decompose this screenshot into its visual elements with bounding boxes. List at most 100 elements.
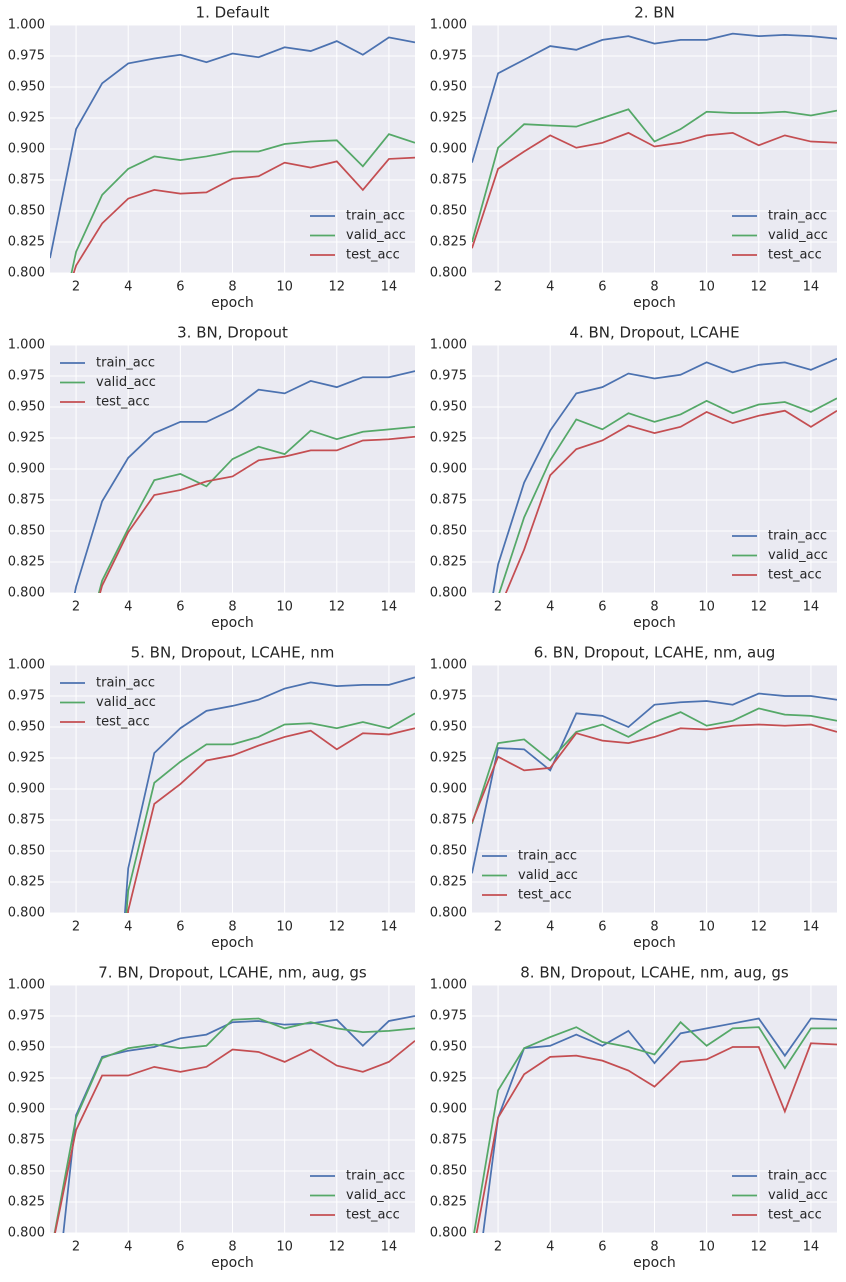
y-tick-label: 0.850 [8,1164,45,1179]
series-line [472,32,837,163]
legend: train_acc valid_acc test_acc [732,1169,828,1223]
x-axis-label: epoch [211,1255,254,1271]
chart-title: 6. BN, Dropout, LCAHE, nm, aug [534,644,776,662]
plot-lines [473,1017,837,1233]
x-tick-label: 4 [546,920,554,935]
y-tick-label: 0.875 [430,1133,467,1148]
y-tick-label: 0.825 [8,875,45,890]
legend: train_acc valid_acc test_acc [310,209,406,263]
x-tick-label: 12 [329,280,346,295]
x-tick-label: 2 [494,920,502,935]
x-tick-label: 2 [72,1240,80,1255]
x-tick-label: 10 [276,920,293,935]
y-tick-label: 1.000 [8,978,45,993]
y-tick-label: 0.850 [8,844,45,859]
x-tick-label: 6 [176,600,184,615]
y-tick-label: 0.975 [8,1009,45,1024]
subplot: 0.800 0.825 0.850 0.875 0.900 0.925 0.950 0.975… [8,644,415,951]
legend-label: valid_acc [96,375,156,390]
legend-label: test_acc [96,715,150,730]
x-tick-label: 2 [72,600,80,615]
x-tick-label: 8 [650,280,658,295]
x-tick-label: 6 [598,600,606,615]
y-tick-label: 0.825 [430,1195,467,1210]
x-tick-label: 2 [72,920,80,935]
y-tick-label: 0.925 [430,431,467,446]
chart-title: 5. BN, Dropout, LCAHE, nm [131,644,335,662]
y-tick-label: 0.825 [430,555,467,570]
x-tick-label: 12 [751,1240,768,1255]
x-tick-label: 8 [228,920,236,935]
y-tick-label: 0.900 [430,462,467,477]
y-tick-label: 0.975 [430,1009,467,1024]
x-tick-label: 14 [381,1240,398,1255]
y-tick-label: 0.975 [8,369,45,384]
y-tick-label: 0.825 [8,1195,45,1210]
x-tick-label: 14 [381,920,398,935]
y-tick-label: 0.925 [430,751,467,766]
series-line [498,397,837,593]
x-tick-label: 10 [276,1240,293,1255]
legend-label: test_acc [768,568,822,583]
series-line [124,676,415,913]
x-tick-label: 2 [72,280,80,295]
y-tick-label: 0.900 [430,1102,467,1117]
series-line [73,370,415,593]
x-tick-label: 6 [598,920,606,935]
y-tick-label: 0.900 [430,782,467,797]
legend-label: test_acc [346,1208,400,1223]
y-tick-label: 0.800 [430,586,467,601]
x-tick-label: 8 [228,1240,236,1255]
legend-label: test_acc [518,888,572,903]
plot-lines [492,357,837,593]
series-line [492,357,837,593]
legend-label: train_acc [96,676,155,691]
chart-title: 8. BN, Dropout, LCAHE, nm, aug, gs [520,964,789,982]
series-line [72,156,415,273]
x-tick-label: 12 [329,600,346,615]
x-tick-label: 14 [381,600,398,615]
legend: train_acc valid_acc test_acc [60,676,156,730]
x-tick-label: 14 [803,600,820,615]
x-tick-label: 10 [276,280,293,295]
series-line [125,712,415,913]
legend-label: train_acc [346,1169,405,1184]
y-tick-label: 0.900 [8,1102,45,1117]
subplot: 0.800 0.825 0.850 0.875 0.900 0.925 0.950 0.975… [430,964,837,1271]
x-tick-label: 6 [176,1240,184,1255]
y-tick-label: 0.950 [430,1040,467,1055]
x-tick-label: 12 [329,920,346,935]
series-line [472,108,837,243]
y-tick-label: 0.825 [430,875,467,890]
y-tick-label: 0.875 [430,813,467,828]
series-line [504,409,837,593]
plot-lines [50,36,415,273]
x-tick-label: 2 [494,1240,502,1255]
legend-label: test_acc [96,395,150,410]
series-line [97,425,415,593]
y-tick-label: 0.950 [8,1040,45,1055]
y-tick-label: 0.825 [430,235,467,250]
y-tick-label: 0.875 [430,173,467,188]
subplot: 0.800 0.825 0.850 0.875 0.900 0.925 0.950 0.975… [430,324,837,631]
legend-label: test_acc [346,248,400,263]
y-tick-label: 0.975 [430,49,467,64]
legend-label: train_acc [768,529,827,544]
legend: train_acc valid_acc test_acc [482,849,578,903]
y-tick-label: 1.000 [430,18,467,33]
x-tick-label: 14 [803,920,820,935]
y-tick-label: 0.925 [8,1071,45,1086]
y-tick-label: 0.925 [430,1071,467,1086]
subplot: 0.800 0.825 0.850 0.875 0.900 0.925 0.950 0.975… [430,644,837,951]
legend-label: train_acc [768,209,827,224]
x-tick-label: 14 [803,280,820,295]
y-tick-label: 0.850 [430,204,467,219]
y-tick-label: 0.950 [8,80,45,95]
y-tick-label: 0.950 [8,720,45,735]
series-line [50,36,415,259]
x-tick-label: 10 [698,1240,715,1255]
subplot: 0.800 0.825 0.850 0.875 0.900 0.925 0.950 0.975… [430,4,837,311]
x-tick-label: 4 [546,600,554,615]
